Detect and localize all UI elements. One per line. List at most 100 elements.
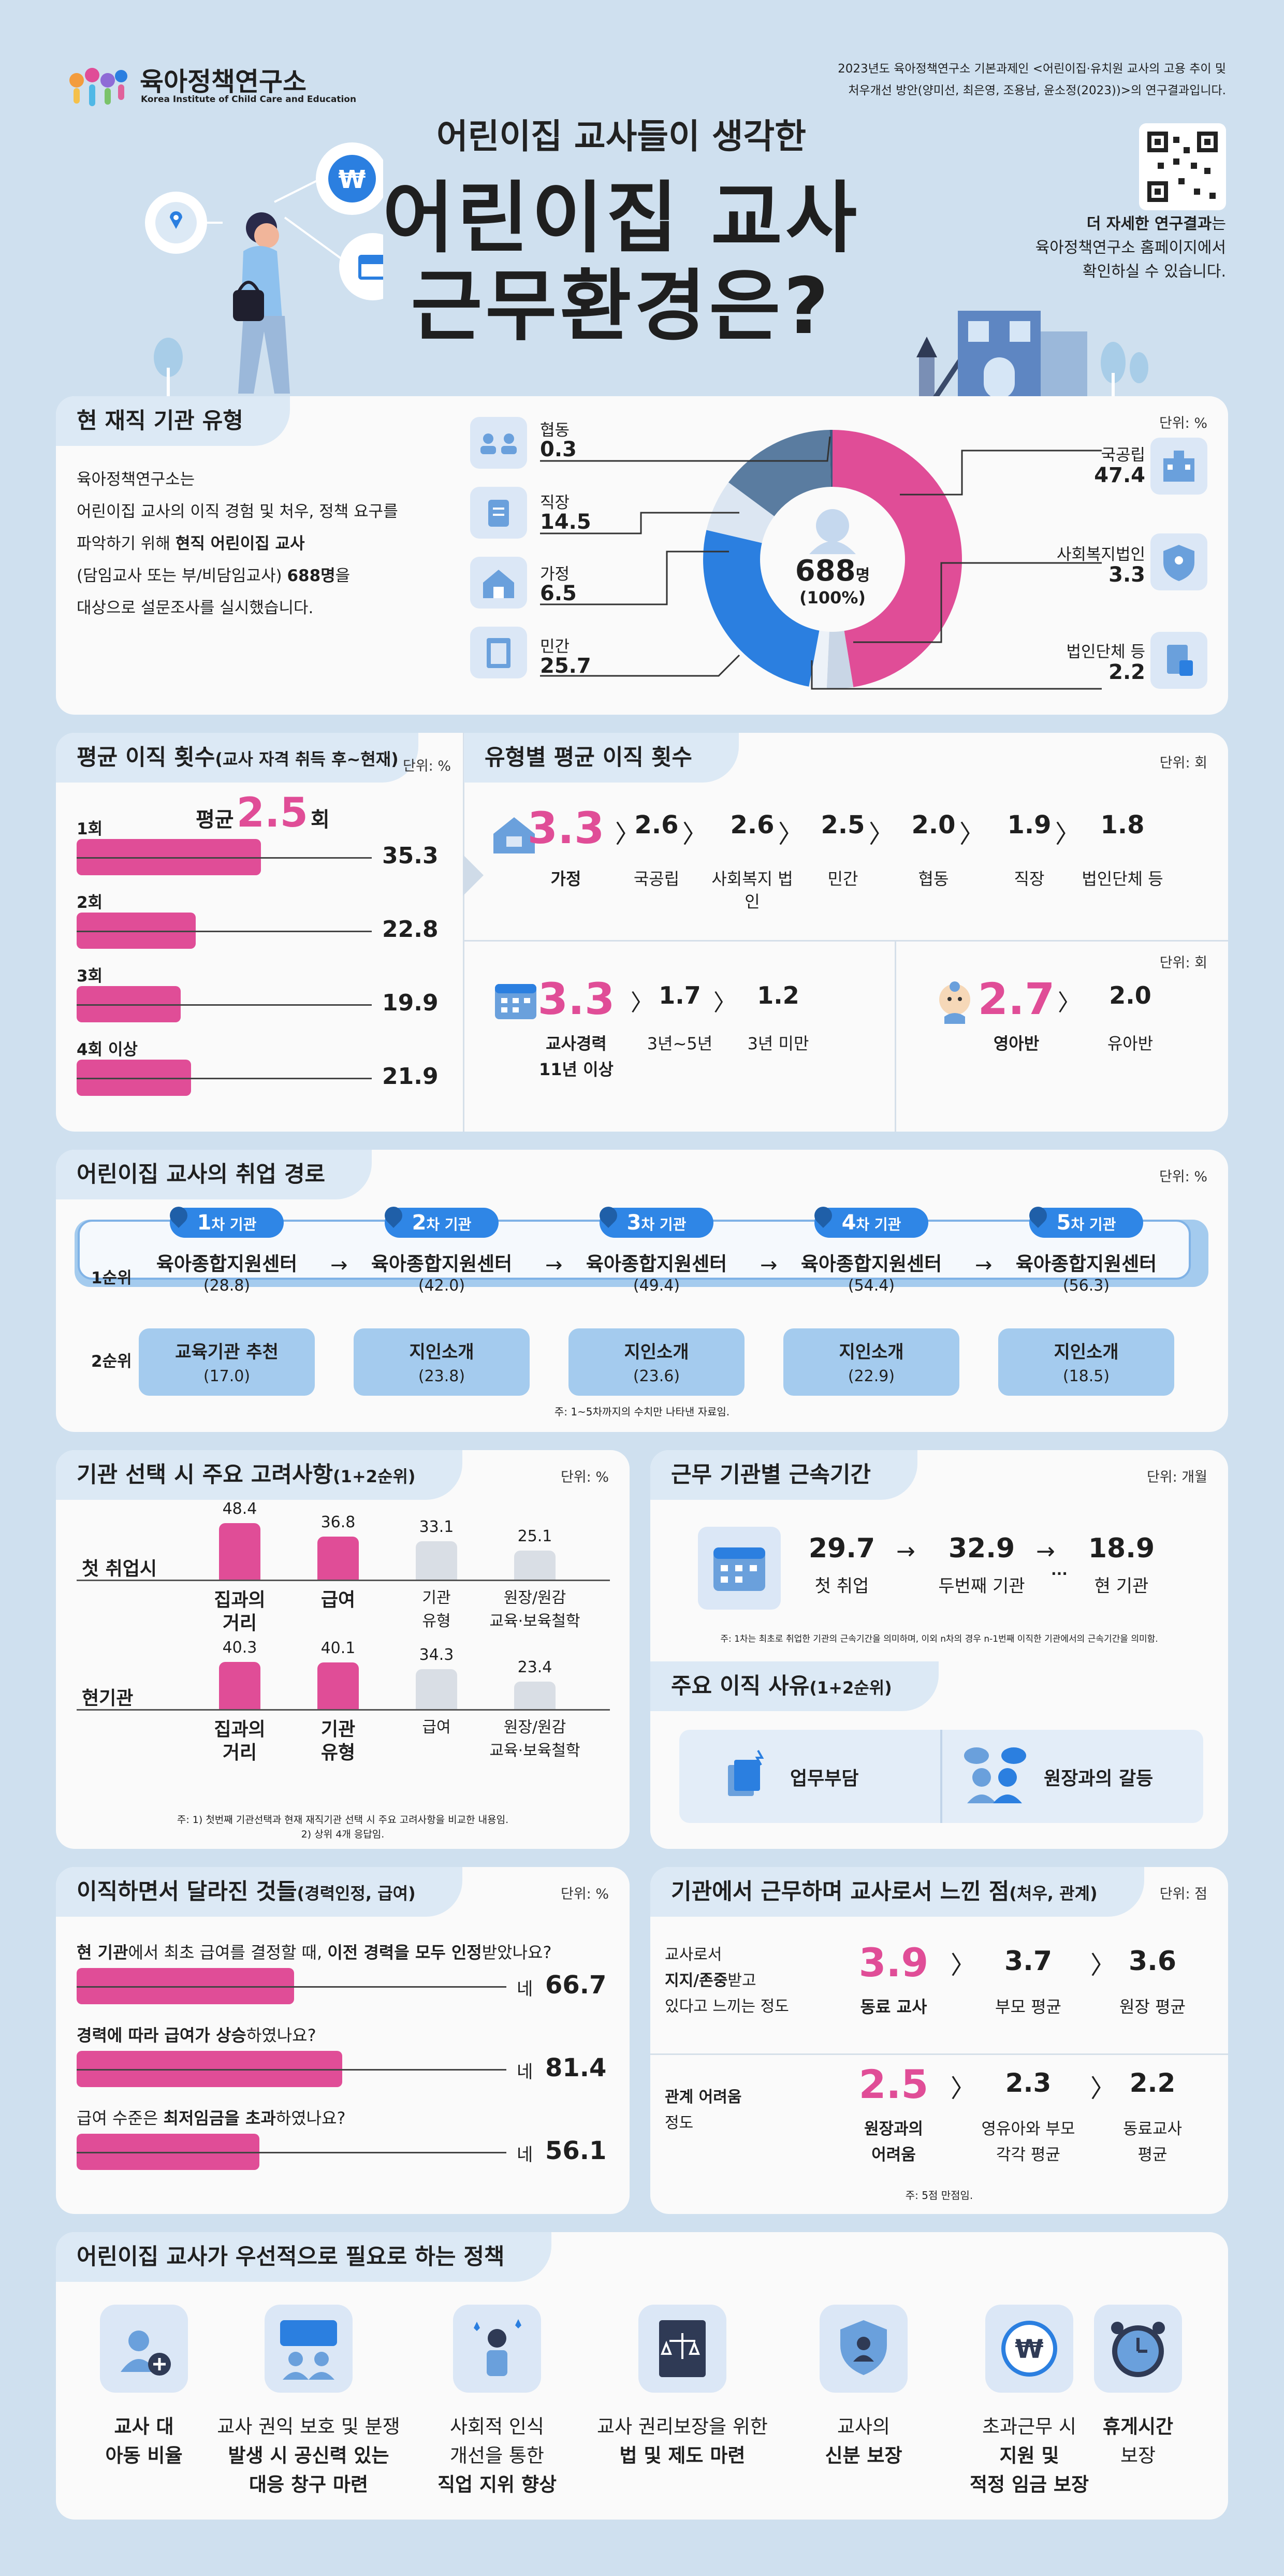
desc-line-4c: 을 xyxy=(335,567,351,585)
chevron-right-icon: 〉 xyxy=(713,990,736,1016)
change-value: 66.7 xyxy=(545,1971,607,2000)
step-first-name: 육아종합지원센터 xyxy=(586,1253,727,1275)
workload-icon xyxy=(718,1744,775,1806)
change-line xyxy=(77,2152,506,2153)
step-tag-rest: 차 기관 xyxy=(1071,1216,1116,1233)
consider-bar-label-1: 기관 xyxy=(422,1589,451,1607)
path-heading: 어린이집 교사의 취업 경로 xyxy=(56,1150,372,1199)
career-label-1: 교사경력 xyxy=(546,1034,607,1053)
consider-bar-label-1: 급여 xyxy=(422,1718,451,1736)
donut-total-unit: 명 xyxy=(855,567,870,585)
inst-value-public: 47.4 xyxy=(1094,464,1145,487)
consider-bar-label-2: 거리 xyxy=(222,1742,257,1763)
policy-panel: 어린이집 교사가 우선적으로 필요로 하는 정책 교사 대 아동 비율 교사 권익 … xyxy=(56,2232,1228,2520)
consider-bar-value: 33.1 xyxy=(419,1517,454,1536)
type-value: 1.8 xyxy=(1100,811,1145,840)
step-second-box: 교육기관 추천 (17.0) xyxy=(139,1328,315,1396)
type-label: 직장 xyxy=(1014,869,1045,889)
consider-panel: 기관 선택 시 주요 고려사항(1+2순위) 단위: % 첫 취업시 48.4 집과… xyxy=(56,1450,630,1849)
by-type-arrow-notch xyxy=(463,855,484,896)
consider-bar-label-1: 집과의 xyxy=(214,1719,266,1740)
reasons-heading-sub: (1+2순위) xyxy=(809,1678,892,1698)
difficulty-label-2: 각각 평균 xyxy=(996,2146,1060,2164)
consider-bar-label-1: 원장/원감 xyxy=(503,1589,566,1607)
desc-line-5: 대상으로 설문조사를 실시했습니다. xyxy=(77,599,314,617)
workplace-icon xyxy=(470,487,527,539)
turnover-average: 평균 2.5 회 xyxy=(196,790,330,836)
change-question: 경력에 따라 급여가 상승하였나요? xyxy=(77,2022,316,2046)
policy-label-2: 발생 시 공신력 있는 xyxy=(228,2444,389,2467)
policy-label-2: 지원 및 xyxy=(999,2444,1059,2467)
type-label: 사회복지 법인 xyxy=(711,869,793,911)
page-subtitle: 어린이집 교사들이 생각한 xyxy=(436,117,806,156)
turnover-row-label: 2회 xyxy=(77,893,103,912)
avg-value: 2.5 xyxy=(236,790,308,836)
qr-code-icon[interactable] xyxy=(1139,123,1226,210)
consider-bar-value: 23.4 xyxy=(517,1658,552,1677)
inst-value-cooperative: 0.3 xyxy=(540,438,577,461)
change-line xyxy=(77,2069,506,2071)
change-line xyxy=(77,1986,506,1988)
policy-label-3: 직업 지위 향상 xyxy=(437,2473,557,2496)
donut-total: 688 xyxy=(795,554,856,588)
question-tail: 받았나요? xyxy=(481,1943,552,1962)
institution-panel: 현 재직 기관 유형 단위: % 육아정책연구소는 어린이집 교사의 이직 경험… xyxy=(56,396,1228,715)
policy-label-1: 휴게시간 xyxy=(1102,2415,1174,2438)
question-tail: 하였나요? xyxy=(275,2108,346,2128)
step-second-value: (22.9) xyxy=(848,1367,895,1385)
support-value: 3.7 xyxy=(1004,1946,1053,1977)
support-label: 교사로서 지지/존중받고 있다고 느끼는 정도 xyxy=(665,1942,789,2020)
tenure-label: 두번째 기관 xyxy=(938,1576,1025,1597)
rank2-label: 2순위 xyxy=(91,1352,132,1371)
type-value: 2.6 xyxy=(634,811,679,840)
changes-panel: 이직하면서 달라진 것들(경력인정, 급여) 단위: % 현 기관에서 최초 급… xyxy=(56,1867,630,2214)
turnover-row-value: 21.9 xyxy=(382,1063,439,1090)
more-info-line-2: 육아정책연구소 홈페이지에서 xyxy=(1035,239,1226,257)
consider-bar-label-1: 집과의 xyxy=(214,1589,266,1611)
question-bold-lead: 경력에 따라 급여가 상승 xyxy=(77,2025,246,2045)
inst-label-workplace: 직장 xyxy=(540,494,570,512)
step-first-value: (49.4) xyxy=(633,1277,680,1295)
support-label-2b: 받고 xyxy=(727,1972,756,1990)
step-second-value: (23.8) xyxy=(418,1367,465,1385)
support-value: 3.6 xyxy=(1128,1946,1177,1977)
type-label: 가정 xyxy=(550,869,581,889)
step-tag-rest: 차 기관 xyxy=(641,1216,687,1233)
tenure-value: 32.9 xyxy=(948,1533,1015,1564)
consider-bar xyxy=(514,1550,556,1580)
change-value: 81.4 xyxy=(545,2053,607,2082)
step-second-name: 교육기관 추천 xyxy=(175,1342,279,1363)
more-info-bold: 더 자세한 연구결과 xyxy=(1086,215,1212,233)
corporate-doc-icon xyxy=(1150,632,1207,689)
turnover-line xyxy=(77,931,372,932)
consider-bar-value: 34.3 xyxy=(419,1645,454,1664)
policy-label-1: 교사 권리보장을 위한 xyxy=(597,2415,768,2438)
svg-text:₩: ₩ xyxy=(1015,2334,1043,2364)
feelings-panel: 기관에서 근무하며 교사로서 느낀 점(처우, 관계) 단위: 점 교사로서 지… xyxy=(650,1867,1228,2214)
step-first-name: 육아종합지원센터 xyxy=(1015,1253,1157,1275)
feelings-heading: 기관에서 근무하며 교사로서 느낀 점(처우, 관계) xyxy=(650,1867,1144,1917)
source-note: 2023년도 육아정책연구소 기본과제인 <어린이집·유치원 교사의 고용 추이… xyxy=(838,58,1226,102)
page-title-line-1: 어린이집 교사 xyxy=(382,173,860,264)
conflict-icon xyxy=(956,1741,1033,1808)
career-label-1: 3년 미만 xyxy=(747,1034,809,1053)
step-tag: 3차 기관 xyxy=(600,1208,713,1238)
tenure-calendar-icon xyxy=(698,1527,781,1610)
more-info-rest: 는 xyxy=(1212,215,1226,233)
break-time-clock-icon xyxy=(1094,2305,1182,2393)
rank1-label: 1순위 xyxy=(91,1269,132,1287)
policy-label-1: 초과근무 시 xyxy=(982,2415,1076,2438)
more-info-line-3: 확인하실 수 있습니다. xyxy=(1082,263,1226,281)
institution-heading: 현 재직 기관 유형 xyxy=(56,396,290,446)
consider-bar-label-2: 유형 xyxy=(320,1742,356,1763)
tenure-label: 현 기관 xyxy=(1094,1576,1149,1597)
turnover-line xyxy=(77,857,372,859)
tree-icon xyxy=(153,337,184,399)
difficulty-label-2: 정도 xyxy=(665,2114,694,2132)
by-class-unit: 단위: 회 xyxy=(1159,955,1207,971)
inst-label-cooperative: 협동 xyxy=(540,421,570,440)
turnover-row-label: 3회 xyxy=(77,967,103,986)
consider-bar-label-2: 교육·보육철학 xyxy=(489,1612,580,1630)
avg-unit: 회 xyxy=(310,808,330,832)
changes-heading-sub: (경력인정, 급여) xyxy=(297,1884,416,1903)
